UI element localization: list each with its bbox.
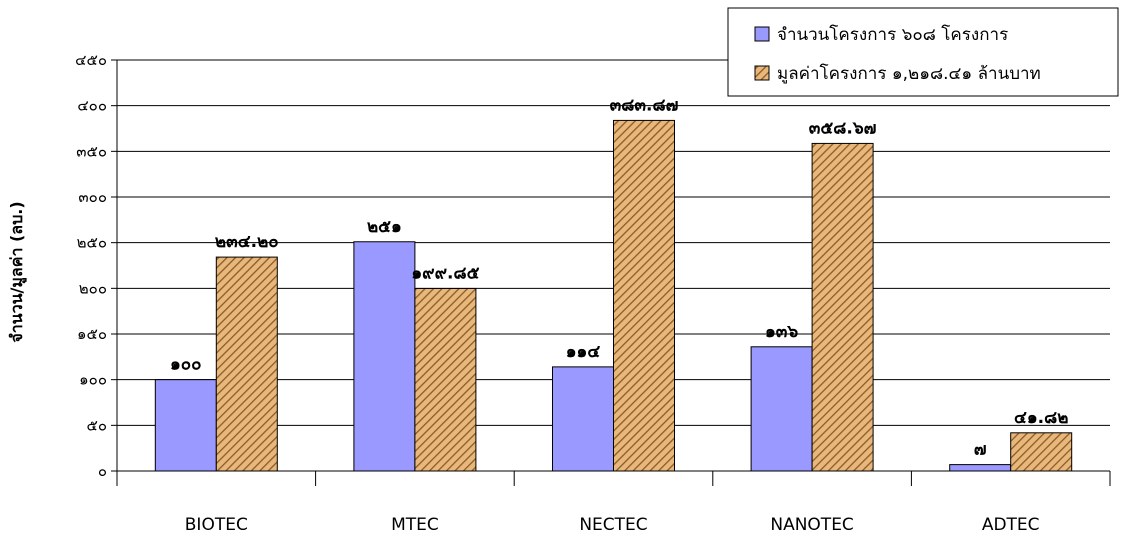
y-tick-label: ๒๐๐ — [79, 279, 107, 297]
x-tick-label: MTEC — [391, 515, 439, 535]
bar-count — [552, 366, 614, 472]
x-tick-label: ADTEC — [982, 515, 1040, 535]
y-tick-label: ๒๕๐ — [77, 234, 107, 252]
bar-value — [414, 287, 477, 472]
y-tick-label: ๕๐ — [86, 416, 107, 434]
data-label-count: ๑๐๐ — [170, 355, 202, 375]
axes: ๐ ๕๐ ๑๐๐ ๑๕๐ ๒๐๐ ๒๕๐ ๓๐๐ ๓๕๐ ๔๐๐ ๔๕๐ BIOTEC MTEC NEC… — [75, 51, 1111, 535]
y-tick-label: ๔๐๐ — [77, 97, 107, 115]
bar-count — [750, 346, 813, 472]
y-tick-label: ๑๕๐ — [77, 325, 107, 343]
x-tick-label: BIOTEC — [185, 515, 248, 535]
bars — [154, 119, 1073, 472]
y-tick-label: ๑๐๐ — [79, 371, 107, 389]
y-axis-label: จำนวน/มูลค่า (ลบ.) — [7, 201, 28, 342]
data-label-value: ๓๕๘.๖๗ — [809, 118, 877, 138]
data-label-count: ๑๑๔ — [566, 342, 601, 362]
legend-swatch-value — [754, 65, 770, 81]
data-label-value: ๒๓๔.๒๐ — [215, 232, 279, 252]
legend-label-value: มูลค่าโครงการ ๑,๒๑๘.๔๑ ล้านบาท — [777, 63, 1041, 84]
data-label-value: ๔๑.๘๒ — [1014, 408, 1068, 428]
bar-value — [215, 256, 278, 472]
data-label-count: ๗ — [974, 440, 987, 460]
data-label-value: ๑๙๙.๘๕ — [411, 263, 479, 283]
x-tick-label: NECTEC — [579, 515, 647, 535]
y-tick-label: ๐ — [98, 462, 107, 480]
data-label-count: ๑๓๖ — [765, 322, 798, 342]
data-label-count: ๒๕๑ — [367, 217, 402, 237]
legend-box — [727, 7, 1119, 97]
x-tick-label: NANOTEC — [770, 515, 853, 535]
bar-count — [353, 241, 416, 472]
y-tick-label: ๓๐๐ — [78, 188, 107, 206]
y-tick-label: ๔๕๐ — [75, 51, 107, 69]
bar-value — [811, 142, 874, 472]
legend-label-count: จำนวนโครงการ ๖๐๘ โครงการ — [777, 24, 1008, 45]
bar-count — [154, 379, 217, 472]
bar-value — [613, 119, 675, 472]
bar-count — [949, 464, 1012, 472]
data-label-value: ๓๘๓.๘๗ — [610, 95, 679, 115]
legend: จำนวนโครงการ ๖๐๘ โครงการ มูลค่าโครงการ ๑… — [727, 7, 1119, 97]
legend-swatch-count — [754, 26, 770, 42]
y-tick-label: ๓๕๐ — [76, 142, 107, 160]
bar-value — [1010, 432, 1073, 472]
